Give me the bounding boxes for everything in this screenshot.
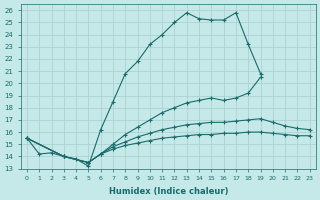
- X-axis label: Humidex (Indice chaleur): Humidex (Indice chaleur): [108, 187, 228, 196]
